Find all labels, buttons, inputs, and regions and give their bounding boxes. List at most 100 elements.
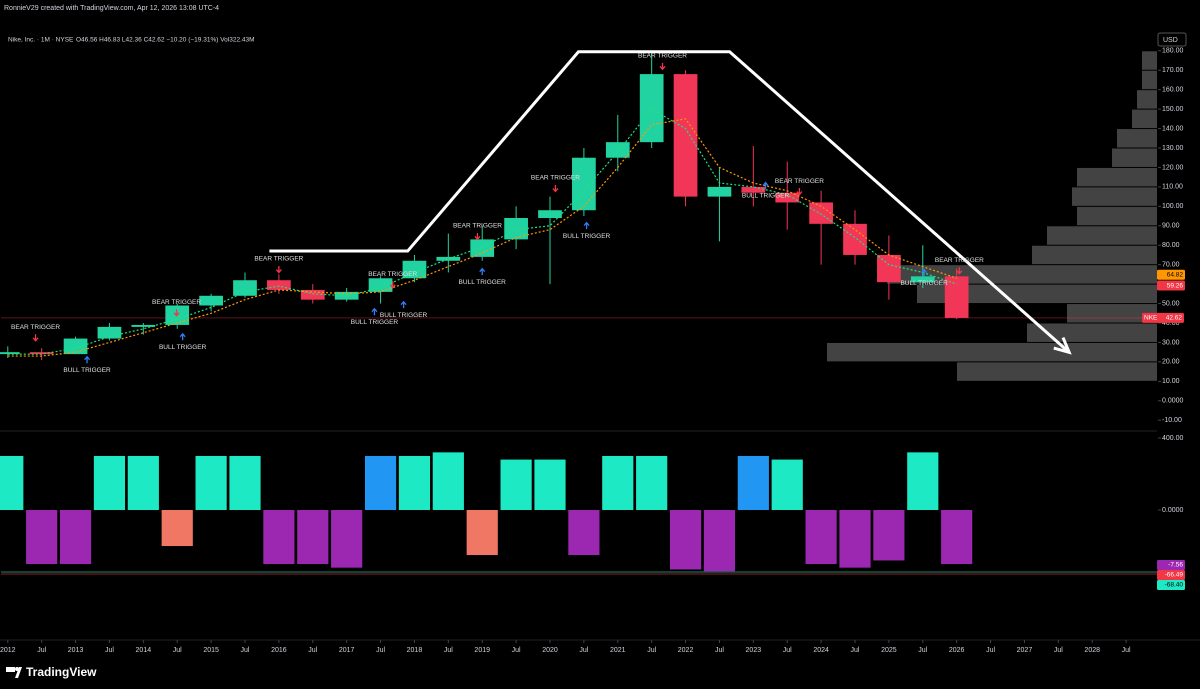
oscillator-bar [839, 510, 871, 568]
volume-profile-bar [827, 342, 1157, 362]
moving-average [7, 118, 957, 357]
oscillator-bar [432, 452, 464, 511]
trend-drawing [269, 50, 1071, 354]
oscillator-bar [229, 455, 261, 511]
y-tick-label: 0.0000 [1162, 398, 1184, 405]
candle-body [944, 276, 969, 318]
trigger-label: BULL TRIGGER [742, 193, 790, 200]
price-badge [1142, 312, 1184, 323]
candle-body [809, 202, 833, 224]
y-tick-label: 170.00 [1162, 67, 1184, 74]
candle-body [368, 278, 393, 292]
trigger-label: BULL TRIGGER [380, 312, 428, 319]
oscillator-bar [771, 459, 803, 511]
candle-body [538, 210, 562, 218]
candle-body [843, 223, 867, 255]
trigger-arrow [762, 181, 769, 190]
oscillator-bar [941, 510, 973, 565]
candle-body [504, 218, 528, 240]
trigger-arrow [583, 221, 590, 230]
x-tick-label: Jul [851, 647, 860, 654]
candle-body [97, 326, 122, 339]
trigger-arrow [173, 309, 180, 317]
x-tick-label: Jul [105, 647, 114, 654]
y-tick-label: 20.00 [1162, 359, 1180, 366]
candle-body [673, 74, 698, 197]
y-tick-label: 120.00 [1162, 164, 1184, 171]
currency-box[interactable] [1157, 32, 1187, 47]
x-tick-label: Jul [37, 647, 46, 654]
volume-profile-bar [1132, 109, 1157, 129]
y-tick-label: 110.00 [1162, 184, 1183, 191]
candle-body [639, 74, 664, 143]
oscillator-bar [59, 510, 92, 565]
candle-body [267, 280, 291, 290]
candle-body [63, 338, 88, 355]
price-badge [1157, 269, 1185, 280]
y-tick-label: 140.00 [1162, 125, 1184, 132]
volume-profile-bar [1142, 51, 1157, 70]
oscillator-bar [195, 455, 227, 511]
x-tick-label: Jul [1054, 647, 1063, 654]
x-tick-label: 2017 [339, 647, 355, 654]
x-tick-label: Jul [444, 647, 453, 654]
y-tick-label: 40.00 [1162, 320, 1180, 327]
x-tick-label: 2012 [0, 647, 16, 654]
oscillator-bar [297, 510, 329, 565]
x-tick-label: 2025 [881, 647, 897, 654]
x-tick-label: Jul [1122, 647, 1131, 654]
x-tick-label: Jul [715, 647, 724, 654]
x-tick-label: Jul [512, 647, 521, 654]
trigger-arrow [479, 267, 486, 276]
candle-body [572, 157, 596, 211]
volume-profile-bar [1142, 70, 1157, 90]
x-tick-label: Jul [308, 647, 317, 654]
oscillator-bar [534, 459, 566, 511]
volume-profile-bar [917, 284, 1157, 304]
y-tick-label: 30.00 [1162, 339, 1180, 346]
trigger-arrow [32, 334, 39, 342]
trigger-arrow [275, 266, 282, 274]
trigger-label: BULL TRIGGER [63, 367, 111, 374]
x-tick-label: 2021 [610, 647, 626, 654]
x-tick-label: 2028 [1084, 647, 1100, 654]
x-tick-label: Jul [647, 647, 656, 654]
osc-readout-badge [1157, 580, 1185, 590]
oscillator-bar [500, 459, 532, 511]
osc-readout: -68.40 [1165, 582, 1184, 589]
trigger-label: BEAR TRIGGER [254, 256, 303, 263]
oscillator-bar [93, 455, 126, 511]
x-tick-label: 2023 [746, 647, 762, 654]
candle-body [233, 280, 257, 296]
trigger-label: BEAR TRIGGER [11, 324, 60, 331]
x-tick-label: 2022 [678, 647, 694, 654]
trigger-arrow [400, 300, 407, 309]
volume-profile-bar [1077, 206, 1157, 226]
symbol: Nike, Inc. · 1M · NYSE [8, 37, 74, 44]
candle-body [0, 352, 20, 355]
oscillator-bar [568, 510, 600, 556]
currency: USD [1163, 37, 1178, 44]
trigger-arrow [474, 232, 481, 241]
price-badge-symbol: NKE [1144, 315, 1158, 322]
volume-profile-bar [1117, 129, 1157, 148]
volume-profile-bar [1077, 167, 1157, 187]
osc-readout: -66.49 [1165, 572, 1184, 579]
candle-body [877, 254, 901, 283]
oscillator-bar [364, 455, 397, 511]
volume-profile-bar [1072, 187, 1157, 206]
candle-body [707, 186, 732, 197]
y-tick-label: 80.00 [1162, 242, 1180, 249]
volume-profile-bar [957, 362, 1157, 381]
trigger-arrow [921, 268, 928, 277]
trigger-label: BEAR TRIGGER [531, 175, 580, 182]
oscillator-bar [398, 455, 431, 511]
x-tick-label: Jul [241, 647, 250, 654]
oscillator-bar [805, 510, 837, 565]
x-tick-label: 2014 [136, 647, 152, 654]
oscillator-bar [0, 455, 24, 511]
y-tick-label: 100.00 [1162, 203, 1184, 210]
price-badge-value: 59.26 [1167, 282, 1184, 289]
y-tick-label: 10.00 [1162, 378, 1180, 385]
